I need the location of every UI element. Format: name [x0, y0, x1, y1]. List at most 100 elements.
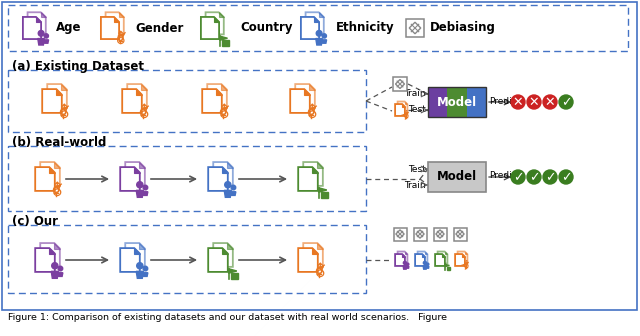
Polygon shape	[143, 192, 148, 196]
Polygon shape	[56, 89, 62, 95]
Circle shape	[58, 266, 63, 271]
Polygon shape	[47, 84, 67, 108]
Text: Gender: Gender	[135, 22, 184, 35]
Circle shape	[322, 34, 326, 38]
Polygon shape	[58, 273, 63, 277]
Polygon shape	[51, 271, 58, 278]
Polygon shape	[309, 84, 315, 90]
Circle shape	[137, 263, 143, 269]
FancyBboxPatch shape	[394, 227, 406, 241]
Text: ⚨: ⚨	[305, 104, 319, 122]
Polygon shape	[442, 254, 445, 257]
Text: ⚨: ⚨	[402, 111, 410, 120]
Circle shape	[527, 95, 541, 109]
Polygon shape	[228, 269, 237, 273]
Circle shape	[543, 95, 557, 109]
Text: Figure 1: Comparison of existing datasets and our dataset with real world scenar: Figure 1: Comparison of existing dataset…	[8, 312, 447, 322]
FancyBboxPatch shape	[222, 40, 228, 46]
Text: Predict: Predict	[489, 96, 520, 106]
Circle shape	[38, 31, 44, 36]
Polygon shape	[436, 230, 444, 238]
Text: ✓: ✓	[561, 96, 572, 109]
Circle shape	[143, 185, 148, 190]
Polygon shape	[216, 89, 222, 95]
Polygon shape	[304, 89, 310, 95]
Polygon shape	[303, 162, 323, 186]
FancyBboxPatch shape	[8, 146, 366, 211]
Circle shape	[511, 170, 525, 184]
Polygon shape	[303, 243, 323, 267]
Polygon shape	[458, 252, 467, 263]
Polygon shape	[134, 248, 140, 254]
Circle shape	[543, 170, 557, 184]
Polygon shape	[231, 192, 236, 196]
Polygon shape	[40, 162, 60, 186]
Polygon shape	[316, 39, 323, 45]
Text: ⚨: ⚨	[312, 263, 327, 281]
Polygon shape	[317, 243, 323, 249]
Polygon shape	[227, 162, 233, 168]
Text: Debiasing: Debiasing	[430, 22, 496, 35]
Text: Test: Test	[408, 165, 426, 173]
Polygon shape	[106, 12, 124, 34]
Polygon shape	[224, 190, 232, 197]
Polygon shape	[42, 89, 62, 113]
Polygon shape	[23, 17, 41, 39]
FancyBboxPatch shape	[428, 162, 486, 192]
Polygon shape	[402, 254, 405, 257]
Polygon shape	[406, 266, 409, 268]
FancyBboxPatch shape	[231, 273, 238, 279]
Polygon shape	[219, 12, 224, 17]
Polygon shape	[222, 167, 228, 173]
Polygon shape	[319, 188, 327, 192]
Polygon shape	[101, 17, 119, 39]
Polygon shape	[423, 266, 427, 269]
Polygon shape	[41, 12, 46, 17]
Polygon shape	[54, 243, 60, 249]
Text: Train: Train	[404, 180, 426, 190]
Polygon shape	[312, 248, 318, 254]
Polygon shape	[409, 22, 420, 34]
Polygon shape	[40, 243, 60, 267]
Polygon shape	[397, 252, 408, 263]
Text: ⚨: ⚨	[136, 104, 151, 122]
Polygon shape	[425, 252, 428, 254]
FancyBboxPatch shape	[433, 227, 447, 241]
Polygon shape	[227, 243, 233, 249]
Polygon shape	[44, 40, 49, 43]
Polygon shape	[28, 12, 46, 34]
Polygon shape	[462, 254, 465, 257]
Polygon shape	[213, 243, 233, 267]
Polygon shape	[125, 162, 145, 186]
FancyBboxPatch shape	[393, 77, 407, 91]
Circle shape	[44, 34, 49, 38]
Polygon shape	[208, 248, 228, 272]
FancyBboxPatch shape	[467, 87, 486, 117]
Text: (b) Real-world: (b) Real-world	[12, 136, 106, 149]
Polygon shape	[298, 248, 318, 272]
Text: Train: Train	[404, 89, 426, 98]
Polygon shape	[120, 248, 140, 272]
Polygon shape	[312, 167, 318, 173]
Text: (c) Our: (c) Our	[12, 215, 58, 228]
Circle shape	[406, 263, 409, 265]
Circle shape	[511, 95, 525, 109]
Polygon shape	[295, 84, 315, 108]
Circle shape	[426, 263, 429, 265]
Text: ⚨: ⚨	[114, 32, 128, 46]
Polygon shape	[35, 167, 55, 191]
Polygon shape	[418, 252, 428, 263]
Polygon shape	[136, 271, 143, 278]
Polygon shape	[415, 254, 425, 266]
Text: ⚨: ⚨	[56, 104, 71, 122]
Polygon shape	[125, 243, 145, 267]
Polygon shape	[208, 167, 228, 191]
Polygon shape	[445, 252, 447, 254]
Polygon shape	[35, 248, 55, 272]
FancyBboxPatch shape	[428, 87, 447, 117]
Text: ✓: ✓	[545, 171, 556, 184]
Text: ✕: ✕	[529, 96, 540, 109]
Polygon shape	[136, 190, 143, 197]
Polygon shape	[201, 17, 219, 39]
FancyBboxPatch shape	[8, 70, 366, 132]
